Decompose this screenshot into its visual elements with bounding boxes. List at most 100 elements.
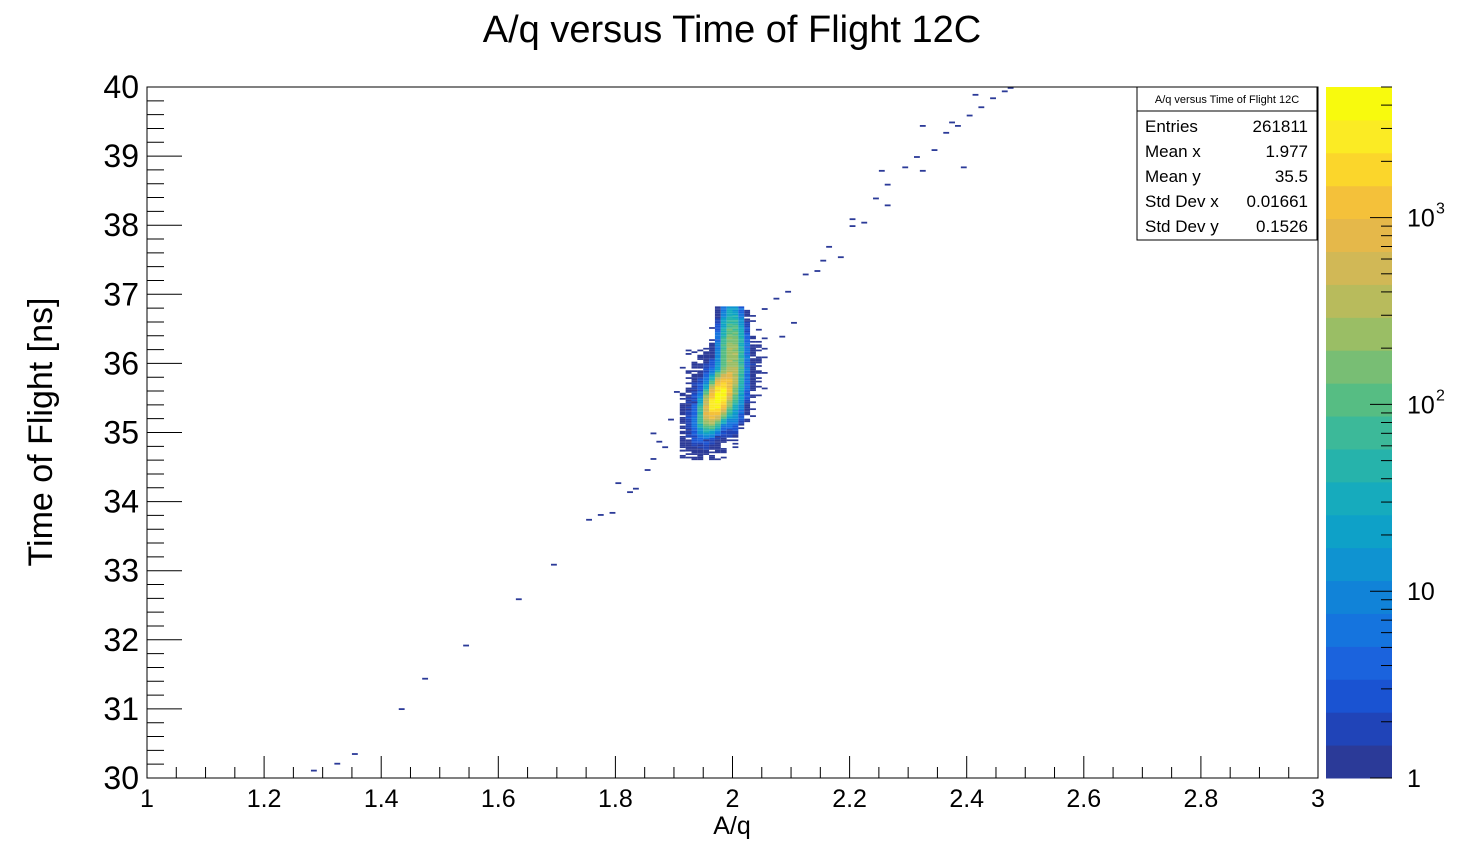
- heatmap-cell: [685, 377, 692, 379]
- heatmap-cell: [714, 315, 721, 317]
- heatmap-cell: [744, 340, 751, 343]
- heatmap-cell: [679, 439, 686, 442]
- heatmap-cell: [709, 418, 715, 421]
- heatmap-cell: [738, 354, 745, 357]
- heatmap-cell: [703, 415, 710, 417]
- heatmap-cell: [738, 427, 745, 430]
- heatmap-cell: [714, 425, 721, 428]
- heatmap-cell: [709, 327, 715, 329]
- heatmap-cell: [726, 392, 733, 395]
- heatmap-cell: [726, 309, 733, 312]
- heatmap-cell: [691, 384, 698, 386]
- heatmap-cell: [744, 378, 751, 381]
- heatmap-cell: [732, 423, 739, 426]
- heatmap-cell: [720, 365, 727, 367]
- heatmap-cell: [726, 370, 733, 373]
- heatmap-cell: [732, 415, 739, 417]
- heatmap-cell: [726, 356, 733, 359]
- heatmap-cell: [720, 344, 727, 347]
- heatmap-cell: [750, 389, 756, 392]
- heatmap-cell: [703, 368, 710, 371]
- heatmap-cell: [714, 397, 721, 400]
- heatmap-cell: [703, 373, 710, 376]
- heatmap-cell: [685, 401, 692, 404]
- palette-label: 10: [1407, 391, 1435, 419]
- heatmap-cell: [697, 373, 704, 376]
- heatmap-cell: [720, 387, 727, 390]
- heatmap-cell: [726, 372, 733, 374]
- heatmap-cell: [738, 397, 745, 400]
- heatmap-cell: [679, 454, 686, 457]
- heatmap-cell: [744, 351, 751, 354]
- heatmap-cell: [750, 375, 756, 378]
- heatmap-cell: [732, 368, 739, 371]
- heatmap-cell: [755, 385, 762, 388]
- heatmap-cell: [709, 368, 715, 371]
- heatmap-cell: [709, 454, 715, 457]
- heatmap-cell: [744, 349, 751, 352]
- heatmap-cell: [703, 430, 710, 433]
- x-tick-label: 2.8: [1184, 785, 1219, 813]
- heatmap-cell: [732, 366, 739, 369]
- heatmap-cell: [750, 347, 756, 350]
- heatmap-cell: [750, 354, 756, 357]
- heatmap-cell: [732, 403, 739, 405]
- heatmap-cell: [679, 432, 686, 435]
- heatmap-cell: [709, 425, 715, 428]
- heatmap-cell: [738, 401, 745, 404]
- heatmap-cell: [697, 401, 704, 404]
- heatmap-cell: [685, 406, 692, 409]
- heatmap-cell: [685, 387, 692, 390]
- heatmap-cell: [726, 418, 733, 421]
- heatmap-cell: [738, 411, 745, 414]
- heatmap-cell: [697, 394, 704, 397]
- heatmap-cell: [744, 354, 751, 357]
- heatmap-cell: [750, 385, 756, 388]
- heatmap-cell: [679, 392, 686, 395]
- heatmap-cell: [709, 361, 715, 364]
- heatmap-cell: [644, 469, 651, 471]
- heatmap-cell: [732, 378, 739, 381]
- heatmap-cell: [714, 435, 721, 438]
- heatmap-cell: [691, 385, 698, 388]
- palette-swatch: [1326, 679, 1392, 713]
- heatmap-cell: [679, 404, 686, 407]
- heatmap-cell: [732, 406, 739, 409]
- heatmap-cell: [755, 365, 762, 367]
- heatmap-cell: [720, 323, 727, 326]
- heatmap-cell: [673, 391, 680, 393]
- heatmap-cell: [685, 444, 692, 447]
- heatmap-cell: [697, 415, 704, 417]
- y-tick-label: 37: [103, 276, 139, 312]
- heatmap-cell: [726, 363, 733, 366]
- heatmap-cell: [738, 385, 745, 388]
- heatmap-cell: [703, 437, 710, 440]
- heatmap-cell: [714, 382, 721, 385]
- heatmap-cell: [703, 385, 710, 388]
- heatmap-cell: [691, 435, 698, 438]
- heatmap-cell: [685, 449, 692, 452]
- palette-swatch: [1326, 514, 1392, 549]
- heatmap-cell: [720, 359, 727, 362]
- heatmap-cell: [691, 382, 698, 385]
- heatmap-cell: [878, 169, 885, 172]
- heatmap-cell: [738, 392, 745, 395]
- heatmap-cell: [714, 396, 721, 398]
- heatmap-cell: [755, 344, 762, 347]
- heatmap-cell: [714, 437, 721, 440]
- heatmap-cell: [697, 382, 704, 385]
- palette-label: 10: [1407, 578, 1435, 606]
- heatmap-cell: [744, 370, 751, 373]
- heatmap-cell: [720, 404, 727, 407]
- heatmap-cell: [738, 321, 745, 324]
- heatmap-cell: [732, 340, 739, 343]
- heatmap-cell: [697, 399, 704, 402]
- heatmap-cell: [732, 427, 739, 430]
- heatmap-cell: [714, 351, 721, 354]
- heatmap-cell: [826, 245, 833, 248]
- heatmap-cell: [750, 384, 756, 386]
- heatmap-cell: [726, 377, 733, 379]
- heatmap-cell: [714, 439, 721, 442]
- heatmap-cell: [726, 406, 733, 409]
- y-tick-label: 36: [103, 345, 139, 381]
